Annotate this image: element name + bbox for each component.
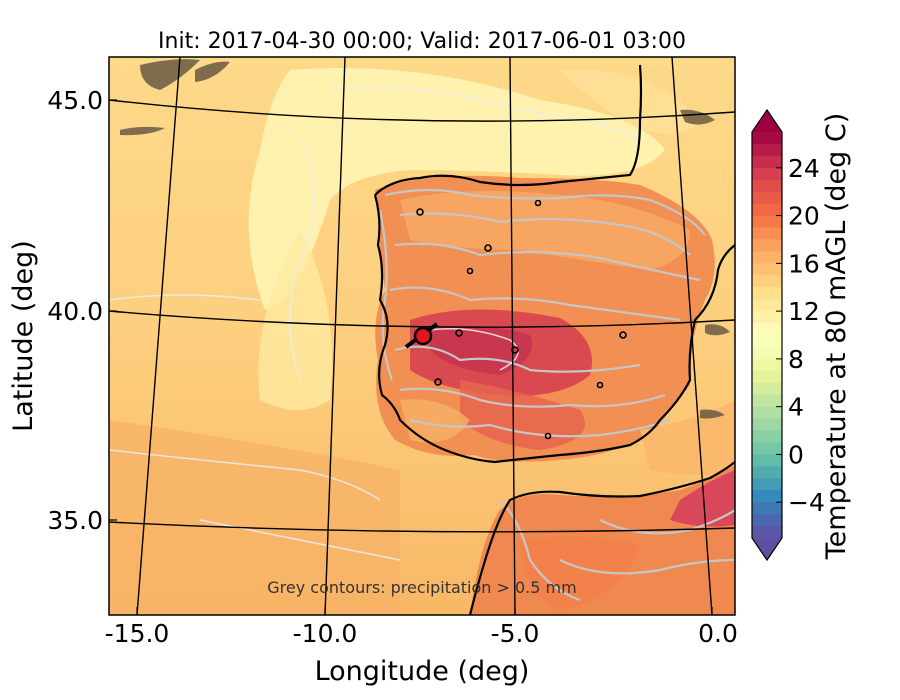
cool-plume-tail <box>258 230 332 410</box>
precipitation-contours <box>378 188 735 602</box>
colorbar-band <box>752 418 782 432</box>
colorbar-band <box>752 311 782 324</box>
colorbar-band <box>752 275 782 288</box>
colorbar-band <box>752 478 782 491</box>
africa-coast <box>468 461 735 615</box>
colorbar-band <box>752 215 782 229</box>
west-south-coast <box>373 194 735 464</box>
parallel-45 <box>109 99 735 122</box>
y-tick-label: 35.0 <box>47 506 103 535</box>
location-marker-icon[interactable] <box>413 326 433 346</box>
meridian-m5 <box>509 57 516 615</box>
colorbar-band <box>752 394 782 408</box>
colorbar-band <box>752 191 782 205</box>
colorbar-band <box>752 406 782 420</box>
y-axis: 45.0 40.0 35.0 Latitude (deg) <box>8 86 117 535</box>
colorbar: 24 20 16 12 8 4 0 −4 Temperature at 80 mAGL (de… <box>751 108 852 562</box>
colorbar-tick-label: 12 <box>788 297 820 326</box>
inland-water-outlines <box>416 199 627 440</box>
colorbar-band <box>752 287 782 300</box>
graticule <box>109 57 735 615</box>
coastlines <box>373 64 735 615</box>
colorbar-bands <box>752 110 782 560</box>
colorbar-label: Temperature at 80 mAGL (deg C) <box>821 113 852 561</box>
colorbar-band <box>752 143 782 157</box>
colorbar-band <box>752 490 782 503</box>
meridian-0 <box>671 57 713 615</box>
colorbar-ticks: 24 20 16 12 8 4 0 −4 <box>776 154 825 517</box>
mediterranean-sea <box>640 400 735 475</box>
y-tick-label: 45.0 <box>47 86 103 115</box>
x-axis: -15.0 -10.0 -5.0 0.0 Longitude (deg) <box>105 607 738 687</box>
colorbar-band <box>752 346 782 360</box>
colorbar-band <box>752 442 782 456</box>
colorbar-band <box>752 155 782 169</box>
colorbar-tick-label: −4 <box>788 488 825 517</box>
colorbar-band <box>752 179 782 193</box>
south-iberia <box>460 380 585 450</box>
colorbar-band <box>752 382 782 396</box>
cool-plume-east <box>560 69 700 134</box>
colorbar-band <box>752 358 782 372</box>
colorbar-tick-label: 16 <box>788 249 820 278</box>
colorbar-band <box>752 514 782 527</box>
north-iberia <box>400 191 690 270</box>
africa-field <box>520 536 640 610</box>
temperature-map: Grey contours: precipitation > 0.5 mm <box>109 57 735 615</box>
colorbar-band <box>752 323 782 336</box>
colorbar-band <box>752 167 782 181</box>
colorbar-band <box>752 227 782 241</box>
x-tick-label: -5.0 <box>491 619 540 648</box>
colorbar-tick-label: 24 <box>788 154 820 183</box>
colorbar-band <box>752 335 782 348</box>
southwest-coast-field <box>400 399 470 443</box>
colorbar-band <box>752 526 782 539</box>
colorbar-band <box>752 430 782 444</box>
colorbar-tick-label: 8 <box>788 345 804 374</box>
map-frame <box>108 56 736 616</box>
parallel-40 <box>109 310 735 328</box>
y-tick-label: 40.0 <box>47 297 103 326</box>
meridian-m15 <box>136 57 181 615</box>
colorbar-band <box>752 370 782 384</box>
colorbar-band <box>752 466 782 479</box>
colorbar-band <box>752 251 782 264</box>
colorbar-band <box>752 502 782 515</box>
colorbar-band <box>752 263 782 276</box>
map-title: Init: 2017-04-30 00:00; Valid: 2017-06-0… <box>158 29 686 54</box>
x-tick-label: 0.0 <box>698 619 738 648</box>
relief-patches <box>120 59 730 419</box>
y-axis-label: Latitude (deg) <box>8 240 39 432</box>
site-marker[interactable] <box>404 322 439 349</box>
precip-annotation: Grey contours: precipitation > 0.5 mm <box>267 578 576 597</box>
colorbar-tick-label: 0 <box>788 440 804 469</box>
colorbar-tick-label: 20 <box>788 202 820 231</box>
x-tick-label: -15.0 <box>105 619 170 648</box>
cool-plume <box>248 68 666 310</box>
north-coast <box>374 64 643 196</box>
x-axis-label: Longitude (deg) <box>315 656 530 687</box>
colorbar-band <box>752 299 782 312</box>
colorbar-band <box>752 239 782 253</box>
light-contours <box>109 86 641 561</box>
colorbar-band <box>752 203 782 217</box>
meridian-m10 <box>324 57 346 615</box>
colorbar-extend-max <box>752 110 782 132</box>
colorbar-band <box>752 454 782 467</box>
colorbar-tick-label: 4 <box>788 393 804 422</box>
colorbar-band <box>752 132 782 145</box>
africa-hot-spot <box>670 470 735 527</box>
colorbar-outline <box>751 108 783 562</box>
x-tick-label: -10.0 <box>293 619 358 648</box>
parallel-35 <box>109 521 735 533</box>
